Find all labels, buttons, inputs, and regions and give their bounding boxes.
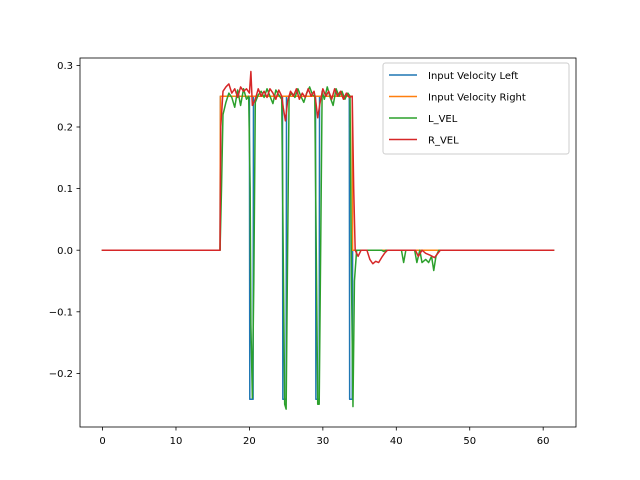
legend-label-1: Input Velocity Left (428, 71, 518, 82)
legend-label-2: Input Velocity Right (428, 93, 526, 104)
y-tick-label: 0.0 (57, 246, 73, 257)
y-tick-label: 0.2 (57, 123, 73, 134)
y-tick-label: −0.1 (49, 307, 73, 318)
x-tick-label: 0 (99, 436, 105, 447)
y-tick-label: 0.3 (57, 61, 73, 72)
y-tick-label: 0.1 (57, 184, 73, 195)
x-tick-label: 40 (390, 436, 403, 447)
axes-frame (79, 57, 577, 428)
legend-label-3: L_VEL (428, 114, 458, 125)
x-tick-label: 50 (463, 436, 476, 447)
series-line-3 (101, 86, 555, 410)
x-axis: 0 10 20 30 40 50 60 (99, 427, 550, 447)
legend-label-4: R_VEL (428, 136, 459, 147)
x-tick-label: 20 (243, 436, 256, 447)
series-line-4 (101, 70, 555, 265)
y-tick-label: −0.2 (49, 369, 73, 380)
x-tick-label: 60 (537, 436, 550, 447)
y-axis: −0.2 −0.1 0.0 0.1 0.2 0.3 (49, 61, 80, 380)
x-tick-label: 30 (316, 436, 329, 447)
legend: Input Velocity Left Input Velocity Right L… (382, 62, 570, 155)
x-tick-label: 10 (170, 436, 183, 447)
plot-lines (101, 70, 555, 410)
legend-box (382, 62, 570, 155)
